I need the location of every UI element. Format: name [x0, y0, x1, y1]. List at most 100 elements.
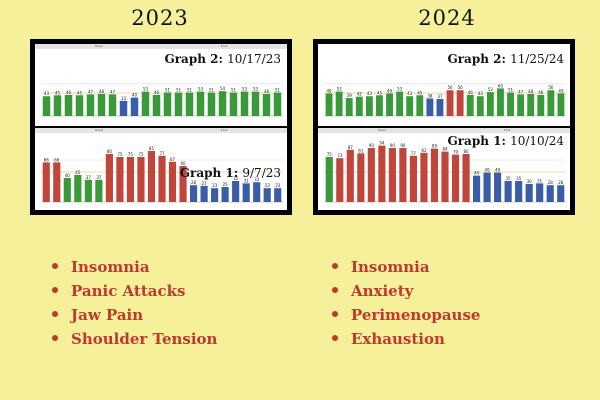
- bar: [446, 90, 454, 116]
- bar-value-label: 33: [121, 96, 127, 101]
- bar: [472, 175, 481, 202]
- bar: [378, 145, 386, 202]
- bar-value-label: 82: [421, 148, 427, 153]
- bar: [335, 91, 343, 116]
- bar: [53, 95, 62, 116]
- bar: [466, 94, 474, 116]
- bar-value-label: 66: [44, 157, 50, 162]
- bar-value-label: 51: [187, 88, 193, 93]
- bar: [147, 151, 156, 202]
- bar-value-label: 49: [558, 88, 564, 93]
- bar-value-label: 80: [463, 149, 469, 154]
- bar: [451, 154, 460, 202]
- bar: [137, 157, 145, 202]
- bar-value-label: 53: [253, 87, 259, 92]
- bar-value-label: 43: [367, 91, 373, 96]
- bar-value-label: 94: [379, 141, 385, 146]
- bar-value-label: 60: [498, 83, 504, 88]
- bar-value-label: 37: [96, 175, 102, 180]
- foot-label: Foot: [221, 44, 228, 48]
- bar-value-label: 90: [369, 143, 375, 148]
- bar-value-label: 37: [86, 175, 92, 180]
- bar-value-label: 75: [138, 152, 144, 157]
- bar-value-label: 49: [485, 168, 491, 173]
- bar: [325, 157, 333, 202]
- bar-value-label: 77: [159, 151, 165, 156]
- frame-2023: Head Foot 43 45 46 45 47 48 47 33 40 53 46 51 51 51 53…: [30, 39, 292, 215]
- bar-value-label: 79: [453, 150, 459, 155]
- bar: [409, 155, 418, 202]
- bar-value-label: 23: [265, 183, 271, 188]
- bar-value-label: 38: [427, 94, 433, 99]
- bar-value-label: 75: [327, 152, 333, 157]
- graph-1-2023-label: Graph 1: 9/7/23: [179, 166, 281, 180]
- bar-value-label: 77: [411, 151, 417, 156]
- bar: [97, 93, 106, 116]
- bullet-icon: [52, 335, 58, 341]
- bar: [386, 93, 393, 116]
- bar-value-label: 56: [447, 85, 453, 90]
- panel-header: Head Foot: [318, 128, 570, 133]
- bar-value-label: 35: [233, 176, 239, 181]
- bar: [64, 94, 73, 116]
- bar-value-label: 33: [254, 177, 260, 182]
- head-label: Head: [95, 44, 103, 48]
- bar: [441, 151, 449, 202]
- bar: [211, 188, 219, 202]
- bar-value-label: 89: [432, 144, 438, 149]
- bar-value-label: 47: [88, 89, 94, 94]
- bar: [63, 178, 71, 202]
- bar-value-label: 30: [527, 179, 533, 184]
- symptoms-2024-list: Insomnia Anxiety Perimenopause Exhaustio…: [332, 255, 480, 351]
- bar-value-label: 60: [180, 161, 186, 166]
- bar-value-label: 31: [244, 178, 250, 183]
- bar-value-label: 40: [65, 173, 71, 178]
- bar-value-label: 56: [458, 85, 464, 90]
- bar: [200, 185, 208, 202]
- bar: [152, 94, 161, 116]
- bar-value-label: 46: [66, 90, 72, 95]
- bar: [42, 96, 51, 116]
- panel-header: Head Foot: [35, 128, 287, 133]
- bar: [537, 94, 545, 116]
- bar: [179, 166, 187, 202]
- bar: [158, 155, 166, 202]
- bar: [486, 92, 494, 116]
- bar: [536, 183, 544, 202]
- bar-value-label: 45: [75, 170, 81, 175]
- graph-2-2023-panel: Head Foot 43 45 46 45 47 48 47 33 40 53 46 51 51 51 53…: [35, 44, 287, 126]
- bar-value-label: 49: [326, 88, 332, 93]
- bar-value-label: 31: [537, 178, 543, 183]
- bullet-icon: [332, 287, 338, 293]
- bar-value-label: 54: [220, 86, 226, 91]
- bar-value-label: 51: [176, 88, 182, 93]
- bar: [557, 185, 565, 202]
- bar: [325, 93, 333, 116]
- list-item: Anxiety: [332, 279, 480, 303]
- bar: [42, 162, 50, 202]
- bar: [420, 152, 428, 202]
- foot-label: Foot: [221, 128, 228, 132]
- bar: [168, 161, 177, 202]
- bar-value-label: 35: [506, 176, 512, 181]
- bar-value-label: 51: [508, 88, 514, 93]
- bar: [273, 92, 282, 116]
- bar: [357, 153, 365, 202]
- bar-value-label: 49: [495, 168, 501, 173]
- bar-value-label: 23: [275, 183, 281, 188]
- bar-value-label: 23: [212, 183, 218, 188]
- bar: [436, 98, 444, 116]
- bar-value-label: 53: [198, 87, 204, 92]
- bar: [262, 93, 271, 116]
- bar: [130, 97, 139, 116]
- bar: [105, 154, 113, 202]
- bar: [547, 90, 555, 116]
- bar-value-label: 45: [377, 90, 383, 95]
- bar: [108, 94, 117, 116]
- bar: [367, 148, 375, 202]
- bar-value-label: 47: [110, 89, 116, 94]
- bar: [116, 157, 124, 202]
- bar: [557, 93, 565, 116]
- list-item: Shoulder Tension: [52, 327, 217, 351]
- bar: [430, 148, 439, 202]
